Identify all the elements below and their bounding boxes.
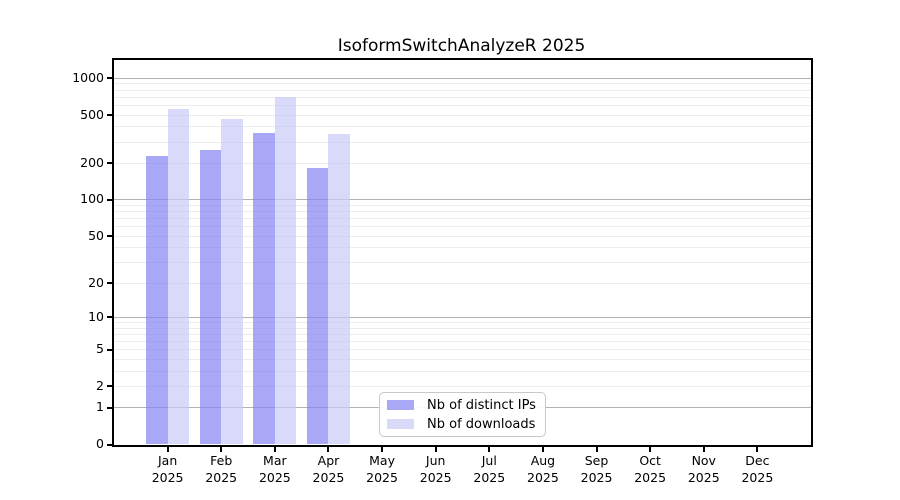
x-tick-mark	[220, 447, 223, 452]
y-tick-mark	[107, 385, 112, 388]
minor-gridline	[114, 235, 811, 237]
bar-distinct-ips-apr	[306, 168, 329, 445]
minor-gridline	[114, 89, 811, 91]
legend-label: Nb of distinct IPs	[427, 397, 536, 413]
y-tick-mark	[107, 77, 112, 80]
x-tick-mark	[756, 447, 759, 452]
y-axis-tick-label: 200	[80, 154, 104, 170]
x-axis-tick-label: Apr 2025	[312, 453, 345, 485]
bar-downloads-feb	[221, 118, 243, 445]
minor-gridline	[114, 327, 811, 329]
x-axis-tick-label: Jan 2025	[151, 453, 184, 485]
bar-distinct-ips-jan	[146, 156, 168, 445]
x-tick-mark	[488, 447, 491, 452]
y-axis-tick-label: 1000	[72, 69, 104, 85]
major-gridline	[114, 199, 811, 201]
minor-gridline	[114, 204, 811, 206]
minor-gridline	[114, 282, 811, 284]
y-tick-mark	[107, 235, 112, 238]
distinct-ips-swatch	[387, 400, 414, 410]
x-axis-tick-label: Feb 2025	[205, 453, 238, 485]
minor-gridline	[114, 340, 811, 342]
minor-gridline	[114, 385, 811, 387]
x-tick-mark	[273, 447, 276, 452]
y-tick-mark	[107, 406, 112, 409]
legend-label: Nb of downloads	[427, 416, 536, 432]
y-tick-mark	[107, 316, 112, 319]
y-axis-tick-label: 1	[96, 399, 104, 415]
major-gridline	[114, 77, 811, 79]
x-axis-tick-label: Jul 2025	[473, 453, 506, 485]
y-tick-mark	[107, 348, 112, 351]
x-tick-mark	[702, 447, 705, 452]
x-axis-tick-label: Nov 2025	[687, 453, 720, 485]
y-tick-mark	[107, 198, 112, 201]
x-tick-mark	[381, 447, 384, 452]
minor-gridline	[114, 126, 811, 128]
minor-gridline	[114, 333, 811, 335]
minor-gridline	[114, 114, 811, 116]
x-axis-tick-label: Dec 2025	[741, 453, 774, 485]
minor-gridline	[114, 218, 811, 220]
downloads-swatch	[387, 419, 414, 429]
major-gridline	[114, 316, 811, 318]
y-axis-tick-label: 5	[96, 341, 104, 357]
x-axis-tick-label: Mar 2025	[258, 453, 291, 485]
x-tick-mark	[541, 447, 544, 452]
x-axis-tick-label: Aug 2025	[527, 453, 559, 485]
minor-gridline	[114, 96, 811, 98]
minor-gridline	[114, 83, 811, 85]
minor-gridline	[114, 211, 811, 213]
bar-distinct-ips-feb	[199, 149, 222, 445]
x-tick-mark	[327, 447, 330, 452]
y-tick-mark	[107, 114, 112, 117]
x-tick-mark	[166, 447, 169, 452]
y-axis-tick-label: 10	[88, 308, 104, 324]
legend-item-downloads: Nb of downloads	[387, 417, 545, 432]
x-axis-tick-label: Sep 2025	[580, 453, 613, 485]
y-tick-mark	[107, 162, 112, 165]
legend-item-distinct-ips: Nb of distinct IPs	[387, 398, 545, 413]
minor-gridline	[114, 226, 811, 228]
x-tick-mark	[434, 447, 437, 452]
x-axis-tick-label: Jun 2025	[419, 453, 452, 485]
minor-gridline	[114, 321, 811, 323]
minor-gridline	[114, 349, 811, 351]
x-tick-mark	[595, 447, 598, 452]
y-axis-tick-label: 2	[96, 377, 104, 393]
x-axis-tick-label: May 2025	[366, 453, 398, 485]
bar-downloads-jan	[167, 109, 190, 445]
bar-distinct-ips-mar	[253, 133, 275, 445]
minor-gridline	[114, 104, 811, 106]
y-axis-tick-label: 0	[96, 436, 104, 451]
bar-downloads-mar	[274, 96, 297, 445]
minor-gridline	[114, 247, 811, 249]
y-axis-tick-label: 500	[80, 106, 104, 122]
legend: Nb of distinct IPs Nb of downloads	[379, 392, 546, 437]
y-tick-mark	[107, 282, 112, 285]
minor-gridline	[114, 162, 811, 164]
y-axis-tick-label: 50	[88, 227, 104, 243]
minor-gridline	[114, 262, 811, 264]
plot-area	[112, 58, 813, 447]
minor-gridline	[114, 358, 811, 360]
minor-gridline	[114, 141, 811, 143]
bar-downloads-apr	[328, 133, 350, 445]
y-tick-mark	[107, 443, 112, 446]
x-axis-tick-label: Oct 2025	[634, 453, 667, 485]
minor-gridline	[114, 370, 811, 372]
chart-title: IsoformSwitchAnalyzeR 2025	[337, 36, 586, 56]
y-axis-tick-label: 100	[80, 191, 104, 207]
x-tick-mark	[649, 447, 652, 452]
y-axis-tick-label: 20	[88, 274, 104, 290]
